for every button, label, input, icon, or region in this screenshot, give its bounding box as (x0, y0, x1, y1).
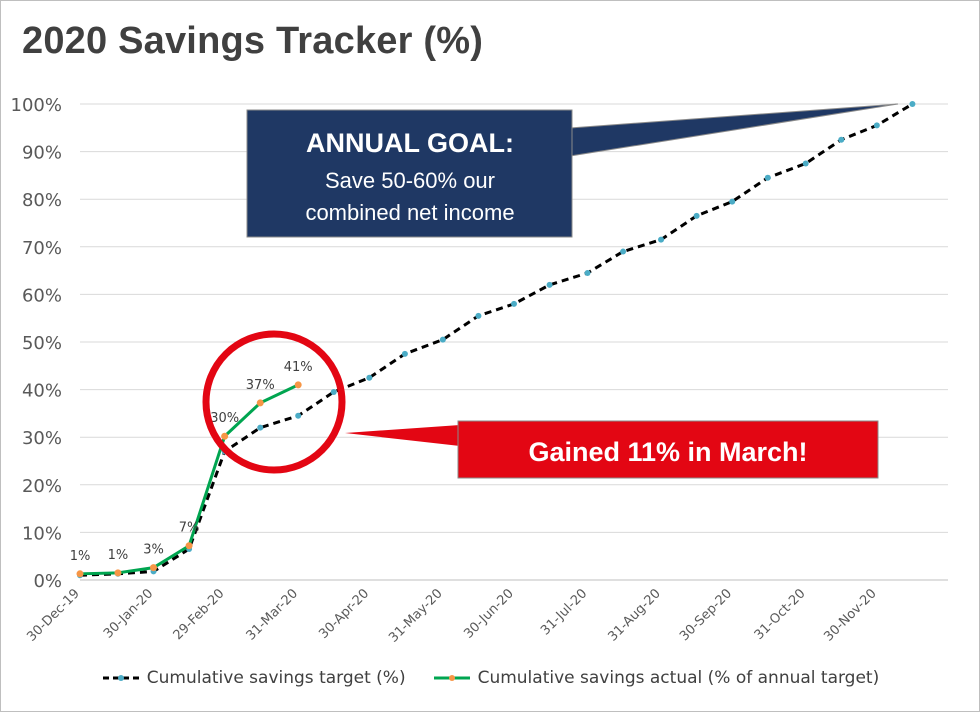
y-tick-label: 40% (22, 381, 62, 402)
series-target-marker (909, 101, 916, 107)
y-tick-label: 100% (11, 95, 62, 116)
series-actual-marker (76, 570, 84, 578)
x-tick-label: 31-Aug-20 (605, 586, 663, 644)
legend-item-target: Cumulative savings target (%) (101, 668, 406, 688)
y-tick-label: 10% (22, 523, 62, 544)
x-tick-label: 30-Jan-20 (101, 586, 156, 641)
series-target-marker (546, 281, 553, 288)
data-label: 41% (284, 360, 313, 375)
x-tick-label: 30-Dec-19 (24, 586, 82, 644)
x-tick-label: 31-May-20 (386, 586, 445, 645)
y-tick-label: 60% (22, 285, 62, 306)
series-target-marker (764, 174, 771, 181)
series-target-marker (584, 269, 591, 276)
annual-goal-callout-pointer (569, 103, 899, 157)
annual-goal-heading: ANNUAL GOAL: (306, 128, 514, 158)
series-target-marker (873, 122, 880, 129)
data-label: 37% (246, 378, 275, 393)
x-tick-label: 31-Oct-20 (752, 586, 809, 643)
x-tick-label: 30-Nov-20 (821, 586, 879, 644)
y-tick-label: 30% (22, 428, 62, 449)
x-tick-label: 31-Jul-20 (538, 586, 590, 638)
series-actual-marker (256, 399, 264, 407)
march-gain-callout-pointer (345, 425, 460, 446)
y-tick-label: 20% (22, 476, 62, 497)
x-tick-label: 31-Mar-20 (244, 586, 301, 643)
series-target-marker (401, 350, 408, 357)
series-target-marker (366, 374, 373, 381)
series-target-marker (658, 236, 665, 243)
series-target-line (79, 102, 914, 577)
series-target-marker (693, 212, 700, 219)
legend-item-actual: Cumulative savings actual (% of annual t… (432, 668, 880, 688)
series-actual-marker (185, 542, 193, 550)
series-actual-marker (221, 432, 229, 440)
data-label: 1% (108, 548, 129, 563)
series-target-marker (257, 424, 264, 431)
x-tick-label: 30-Sep-20 (677, 586, 735, 644)
y-tick-label: 90% (22, 143, 62, 164)
annual-goal-callout-box (246, 109, 573, 238)
series: 1% 1% 3% 7% 30% 37% 41% (70, 101, 916, 579)
x-tick-label: 30-Apr-20 (316, 586, 372, 642)
series-actual-marker (150, 564, 158, 572)
legend: Cumulative savings target (%) Cumulative… (0, 668, 980, 688)
series-target-marker (620, 248, 627, 255)
y-tick-label: 80% (22, 190, 62, 211)
march-gain-callout-box (457, 420, 879, 479)
series-target-marker (475, 312, 482, 319)
series-actual-marker (294, 381, 302, 389)
legend-swatch-target (102, 675, 139, 681)
series-target-marker (838, 136, 845, 143)
legend-swatch-actual (433, 675, 470, 681)
data-label: 7% (179, 521, 200, 536)
annual-goal-line-1: Save 50-60% our (325, 168, 495, 193)
data-label: 3% (143, 543, 164, 558)
y-tick-label: 70% (22, 238, 62, 259)
legend-label-target: Cumulative savings target (%) (146, 668, 406, 688)
legend-label-actual: Cumulative savings actual (% of annual t… (477, 668, 880, 688)
march-gain-text: Gained 11% in March! (528, 437, 807, 467)
series-target-marker (330, 388, 337, 395)
x-tick-label: 30-Jun-20 (461, 586, 517, 642)
series-target-marker (439, 336, 446, 343)
y-tick-label: 0% (33, 571, 62, 592)
x-tick-label: 29-Feb-20 (171, 586, 228, 643)
annual-goal-line-2: combined net income (305, 200, 514, 225)
series-target-marker (802, 160, 809, 167)
chart-title: 2020 Savings Tracker (%) (22, 20, 484, 62)
series-target-marker (729, 198, 736, 205)
annual-goal-callout: ANNUAL GOAL: Save 50-60% our combined ne… (246, 103, 899, 238)
series-target-marker (295, 412, 302, 419)
data-label: 30% (210, 411, 239, 426)
y-tick-label: 50% (22, 333, 62, 354)
data-label: 1% (70, 549, 91, 564)
series-target-marker (511, 300, 517, 307)
march-highlight-circle (202, 330, 346, 474)
march-gain-callout: Gained 11% in March! (345, 420, 879, 479)
series-actual-marker (114, 569, 122, 577)
